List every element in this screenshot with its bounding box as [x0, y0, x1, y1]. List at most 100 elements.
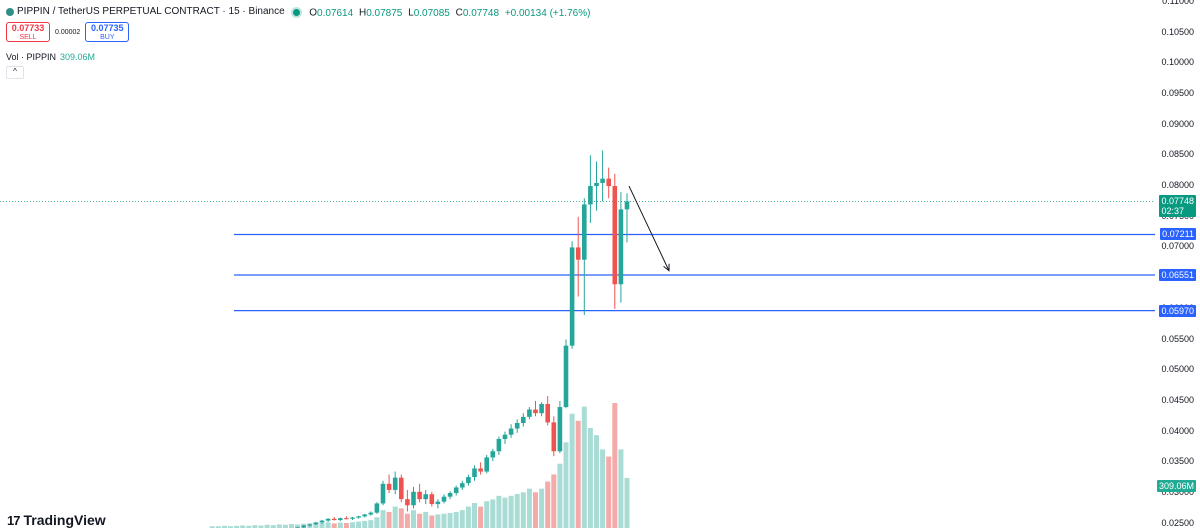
volume-bar [618, 449, 624, 528]
sell-button[interactable]: 0.07733 SELL [6, 22, 50, 42]
volume-bar [404, 513, 410, 528]
volume-bar [484, 501, 490, 528]
volume-bar [264, 524, 270, 528]
volume-bar [289, 524, 294, 528]
candle-body [478, 468, 483, 472]
high-value: 0.07875 [366, 7, 403, 19]
volume-bar [350, 522, 355, 528]
volume-bar [252, 525, 258, 528]
volume-bar [606, 456, 612, 528]
candle-body [350, 517, 355, 519]
volume-bar [496, 495, 502, 528]
volume-label: Vol · PIPPIN [6, 52, 57, 62]
volume-bar [429, 515, 435, 528]
volume-bar [587, 428, 593, 528]
volume-bar [612, 403, 618, 528]
volume-bar [228, 526, 233, 528]
level-price-tag: 0.07211 [1160, 228, 1196, 241]
price-tick-label: 0.08500 [1161, 149, 1194, 160]
volume-bar [472, 503, 477, 528]
volume-value: 309.06M [60, 52, 96, 62]
candle-body [344, 518, 349, 520]
candle-body [411, 491, 416, 506]
volume-bar [362, 520, 368, 528]
candle-body [496, 438, 502, 452]
candle-body [301, 525, 306, 528]
volume-bar [240, 525, 246, 528]
price-tick-label: 0.09000 [1161, 118, 1194, 129]
volume-bar [533, 492, 538, 528]
volume-bar [374, 517, 380, 528]
high-label: H [358, 7, 367, 19]
candle-body [392, 477, 398, 490]
volume-bar [282, 524, 288, 528]
market-open-dot-icon [293, 9, 301, 17]
volume-bar [295, 524, 301, 528]
sell-label: SELL [19, 34, 37, 41]
volume-bar [246, 525, 252, 528]
open-label: O [309, 7, 318, 19]
candle-body [569, 247, 575, 346]
price-tick-label: 0.04500 [1161, 394, 1194, 405]
candle-body [582, 204, 587, 260]
volume-bar [380, 510, 386, 528]
candle-body [405, 499, 410, 506]
volume-bar [502, 497, 508, 528]
volume-bar [441, 513, 447, 528]
volume-bar [343, 523, 349, 528]
volume-bar [478, 506, 484, 528]
candle-body [484, 457, 489, 472]
candle-body [423, 494, 428, 500]
volume-bar [514, 494, 520, 528]
candle-body [460, 483, 465, 488]
chart-area[interactable] [0, 0, 1155, 528]
candle-body [453, 487, 459, 494]
chevron-up-icon[interactable]: ^ [6, 66, 24, 79]
candle-body [557, 407, 563, 452]
price-axis[interactable]: 0.11000 0.10500 0.10000 0.09500 0.09000 0.085… [1155, 0, 1200, 528]
candle-body [380, 483, 386, 504]
volume-price-tag: 309.06M [1156, 480, 1196, 492]
low-value: 0.07085 [413, 7, 450, 19]
price-tick-label: 0.03000 [1161, 487, 1194, 497]
tradingview-logo[interactable]: 17 TradingView [7, 512, 106, 528]
candle-body [362, 514, 367, 517]
volume-bar [465, 506, 471, 528]
price-tick-label: 0.07000 [1161, 241, 1194, 252]
price-chart[interactable] [0, 0, 1155, 528]
volume-bar [490, 499, 496, 528]
candle-body [563, 345, 569, 408]
price-tick-label: 0.05500 [1161, 333, 1194, 344]
candle-body [575, 247, 581, 260]
candle-body [502, 434, 508, 439]
price-tick-label: 0.03500 [1161, 456, 1194, 467]
volume-bar [551, 474, 557, 528]
volume-bar [258, 525, 264, 528]
volume-bar [600, 449, 606, 528]
candle-body [399, 477, 404, 500]
volume-bar [221, 525, 227, 528]
price-tick-label: 0.09500 [1161, 87, 1194, 98]
last-price-tag: 0.07748 02:37 [1159, 195, 1196, 218]
volume-bar [539, 488, 545, 528]
candle-body [435, 501, 441, 505]
candle-body [588, 186, 593, 205]
candle-body [490, 451, 496, 458]
candle-body [508, 428, 514, 435]
volume-bar [569, 413, 575, 528]
volume-bar [453, 511, 459, 528]
volume-legend[interactable]: Vol · PIPPIN 309.06M [6, 52, 95, 62]
volume-bar [594, 435, 599, 528]
volume-bar [417, 513, 423, 528]
candle-body [527, 409, 532, 417]
candle-body [319, 520, 325, 523]
buy-button[interactable]: 0.07735 BUY [85, 22, 130, 42]
candle-body [514, 423, 520, 429]
candle-body [600, 178, 605, 183]
candle-body [551, 422, 557, 452]
tradingview-wordmark: TradingView [23, 512, 106, 528]
volume-bar [526, 488, 532, 528]
candle-body [386, 483, 392, 490]
symbol-title[interactable]: PIPPIN / TetherUS PERPETUAL CONTRACT · 1… [17, 6, 285, 17]
low-label: L [408, 7, 414, 19]
